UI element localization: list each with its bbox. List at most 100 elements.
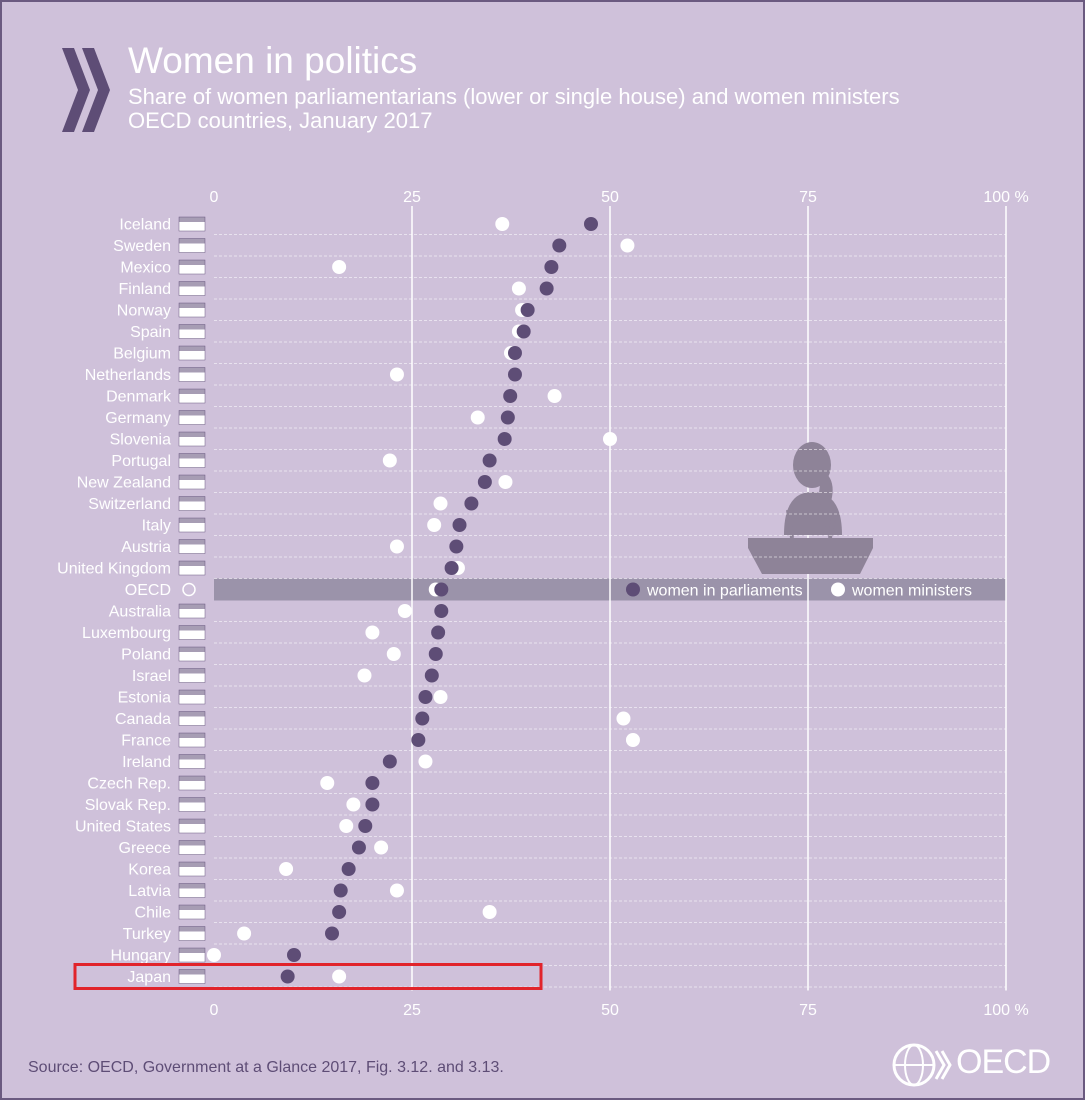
x-tick-label-bottom: 0 bbox=[210, 1002, 219, 1019]
source-note: Source: OECD, Government at a Glance 201… bbox=[28, 1059, 504, 1076]
minister-dot bbox=[320, 776, 335, 790]
country-flag-band bbox=[179, 926, 205, 932]
country-label: Finland bbox=[119, 281, 171, 298]
minister-dot bbox=[382, 453, 397, 468]
country-flag-band bbox=[179, 969, 205, 975]
country-flag-band bbox=[179, 776, 205, 781]
country-flag-band bbox=[179, 604, 205, 609]
country-label: Slovenia bbox=[110, 432, 171, 449]
minister-dot bbox=[332, 969, 347, 984]
parliament-dot bbox=[452, 518, 467, 532]
country-flag-band bbox=[179, 625, 205, 631]
highlight-box bbox=[73, 963, 543, 990]
country-label: Austria bbox=[121, 539, 171, 556]
parliament-dot bbox=[477, 475, 492, 489]
country-label: United States bbox=[75, 819, 171, 836]
country-flag-band bbox=[179, 840, 205, 846]
country-flag-band bbox=[179, 518, 205, 523]
parliament-dot bbox=[424, 668, 439, 683]
country-flag-band bbox=[179, 324, 205, 330]
parliament-dot bbox=[464, 496, 479, 511]
parliament-dot bbox=[280, 969, 295, 984]
country-label: Chile bbox=[135, 905, 172, 922]
country-flag-band bbox=[179, 862, 205, 867]
country-flag-band bbox=[179, 883, 205, 889]
parliament-dot bbox=[351, 840, 366, 855]
x-tick-label-top: 100 % bbox=[983, 189, 1028, 206]
parliament-dot bbox=[500, 410, 515, 425]
country-label: Iceland bbox=[119, 217, 171, 234]
parliament-dot bbox=[332, 905, 347, 919]
country-flag-band bbox=[179, 410, 205, 416]
minister-dot bbox=[389, 367, 404, 382]
x-tick-label-top: 50 bbox=[601, 189, 619, 206]
country-flag-band bbox=[179, 539, 205, 545]
country-label: Australia bbox=[109, 604, 171, 621]
country-label: Italy bbox=[142, 518, 171, 535]
x-tick-label-bottom: 100 % bbox=[983, 1002, 1028, 1019]
minister-dot bbox=[433, 496, 448, 511]
minister-dot bbox=[332, 260, 347, 274]
country-flag-band bbox=[179, 389, 205, 394]
minister-dot bbox=[237, 926, 252, 941]
country-label: Hungary bbox=[111, 948, 171, 965]
country-label: Estonia bbox=[118, 690, 171, 707]
chart-subtitle: Share of women parliamentarians (lower o… bbox=[128, 84, 900, 109]
minister-dot bbox=[357, 668, 372, 683]
parliament-dot bbox=[341, 862, 356, 876]
country-flag-band bbox=[179, 690, 205, 695]
parliament-dot bbox=[552, 238, 567, 253]
minister-dot bbox=[397, 604, 412, 618]
minister-dot bbox=[365, 625, 380, 640]
parliament-dot bbox=[365, 776, 380, 790]
country-label: New Zealand bbox=[77, 475, 171, 492]
parliament-dot bbox=[507, 367, 522, 382]
oecd-globe-logo-icon bbox=[892, 1043, 952, 1087]
country-label: Sweden bbox=[113, 238, 171, 255]
country-flag-band bbox=[179, 905, 205, 910]
minister-dot bbox=[620, 238, 635, 253]
country-flag-band bbox=[179, 819, 205, 824]
country-label: Greece bbox=[119, 840, 172, 857]
country-flag-band bbox=[179, 303, 205, 308]
country-label: Norway bbox=[117, 303, 171, 320]
minister-dot bbox=[389, 539, 404, 554]
minister-dot bbox=[418, 754, 433, 769]
parliament-dot bbox=[503, 389, 518, 403]
country-label: United Kingdom bbox=[57, 561, 171, 578]
parliament-dot bbox=[544, 260, 559, 274]
parliament-dot bbox=[516, 324, 531, 339]
legend-minister-label: women ministers bbox=[851, 583, 972, 600]
parliament-dot bbox=[482, 453, 497, 468]
minister-dot bbox=[389, 883, 404, 898]
minister-dot bbox=[625, 733, 640, 747]
parliament-dot bbox=[539, 281, 554, 296]
minister-dot bbox=[482, 905, 497, 919]
country-flag-band bbox=[179, 367, 205, 373]
country-label: Canada bbox=[115, 711, 171, 728]
parliament-dot bbox=[428, 647, 443, 661]
speaker-podium-icon bbox=[748, 442, 873, 574]
country-flag-band bbox=[179, 217, 205, 222]
country-flag-band bbox=[179, 561, 205, 566]
minister-dot bbox=[511, 281, 526, 296]
x-tick-label-top: 0 bbox=[210, 189, 219, 206]
minister-dot bbox=[603, 432, 617, 446]
minister-dot bbox=[470, 410, 485, 425]
country-flag-band bbox=[179, 281, 205, 287]
country-flag-band bbox=[179, 754, 205, 760]
parliament-dot bbox=[444, 561, 459, 575]
minister-dot bbox=[279, 862, 294, 876]
country-flag-band bbox=[179, 346, 205, 351]
minister-dot bbox=[339, 819, 354, 833]
x-tick-label-top: 25 bbox=[403, 189, 421, 206]
country-label: OECD bbox=[125, 582, 171, 599]
country-label: Ireland bbox=[122, 754, 171, 771]
minister-dot bbox=[346, 797, 361, 812]
parliament-dot bbox=[415, 711, 430, 726]
minister-dot bbox=[547, 389, 562, 403]
parliament-dot bbox=[325, 926, 340, 941]
country-label: Poland bbox=[121, 647, 171, 664]
parliament-dot bbox=[418, 690, 433, 704]
country-label: Japan bbox=[127, 969, 171, 986]
